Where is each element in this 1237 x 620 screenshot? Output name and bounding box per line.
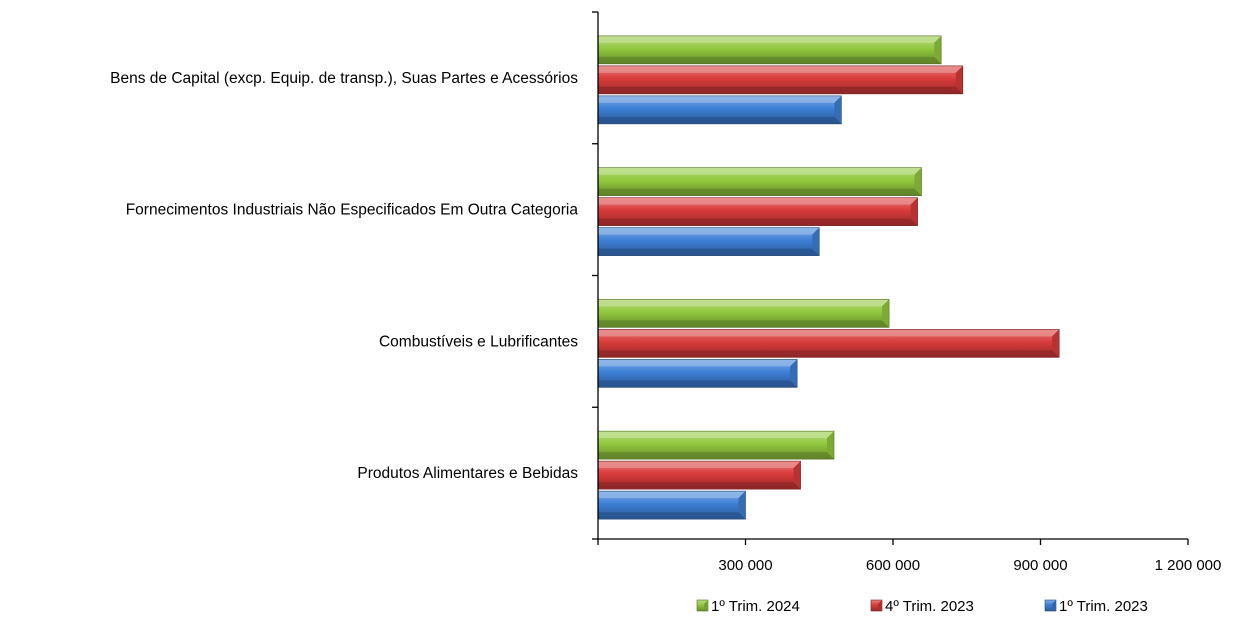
bar — [597, 359, 798, 388]
bar — [597, 35, 942, 65]
bar — [597, 95, 842, 125]
category-label: Produtos Alimentares e Bebidas — [357, 465, 578, 482]
bar — [597, 197, 918, 226]
x-tick-label: 900 000 — [1013, 557, 1067, 574]
bar — [597, 65, 964, 95]
bar — [597, 299, 890, 328]
legend-label: 1º Trim. 2024 — [711, 598, 800, 615]
bar — [597, 167, 922, 196]
bar — [597, 227, 820, 256]
x-tick-label: 600 000 — [866, 557, 920, 574]
category-label: Fornecimentos Industriais Não Especifica… — [126, 202, 579, 219]
legend-item: 1º Trim. 2024 — [696, 598, 800, 615]
bars-layer — [597, 35, 1060, 520]
category-label: Bens de Capital (excp. Equip. de transp.… — [110, 70, 578, 87]
category-label: Combustíveis e Lubrificantes — [379, 333, 578, 350]
bar — [597, 430, 835, 460]
legend: 1º Trim. 2024 4º Trim. 2023 1º Trim. 2023 — [696, 598, 1148, 615]
axes-layer — [592, 11, 1189, 545]
labels-layer: 300 000 600 000 900 000 1 200 000 Bens de Ca… — [110, 70, 1221, 574]
bar — [597, 329, 1060, 358]
x-tick-label: 1 200 000 — [1155, 557, 1222, 574]
x-tick-label: 300 000 — [718, 557, 772, 574]
legend-label: 1º Trim. 2023 — [1059, 598, 1148, 615]
bar — [597, 490, 746, 520]
legend-item: 4º Trim. 2023 — [870, 598, 974, 615]
bar — [597, 460, 801, 490]
legend-label: 4º Trim. 2023 — [885, 598, 974, 615]
legend-item: 1º Trim. 2023 — [1044, 598, 1148, 615]
